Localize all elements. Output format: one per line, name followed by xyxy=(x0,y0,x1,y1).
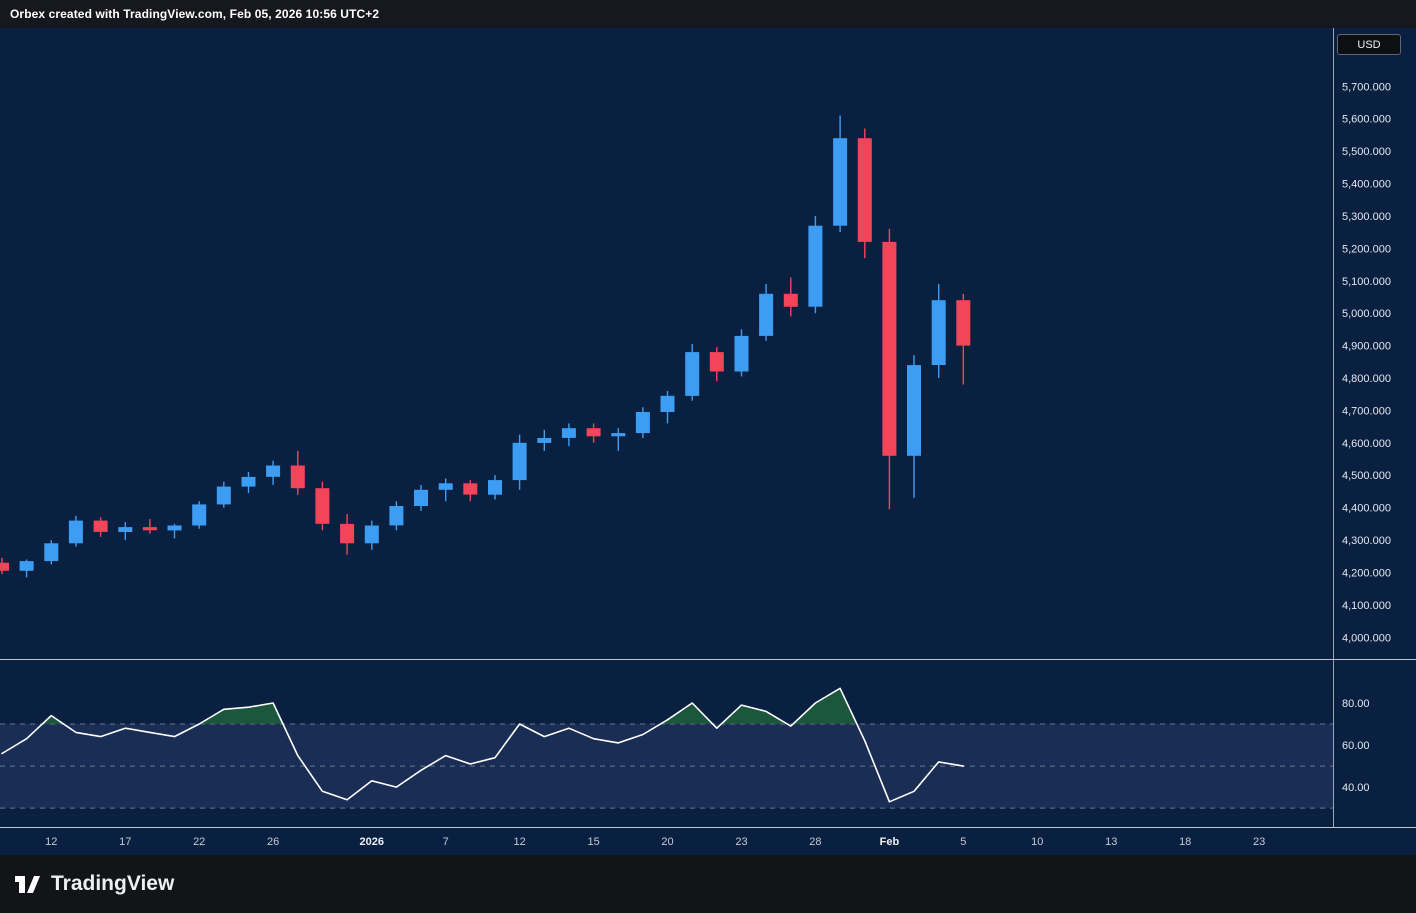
candle-body xyxy=(882,241,897,456)
rsi-axis[interactable]: 80.00 60.00 40.00 xyxy=(1342,698,1370,794)
price-tick-label: 4,600.000 xyxy=(1342,438,1391,450)
time-tick-label: 17 xyxy=(119,836,131,848)
time-tick-label: 28 xyxy=(809,836,821,848)
candle-body xyxy=(660,395,675,412)
time-axis[interactable]: 12 17 22 26 2026 7 12 15 20 23 28 Feb 5 10 13 18 23 xyxy=(45,836,1265,848)
candle-body xyxy=(685,352,700,396)
time-tick-label: 13 xyxy=(1105,836,1117,848)
candle-body xyxy=(44,543,59,562)
time-tick-label: 7 xyxy=(443,836,449,848)
price-tick-label: 4,100.000 xyxy=(1342,600,1391,612)
time-tick-label: 12 xyxy=(45,836,57,848)
time-tick-label: 15 xyxy=(587,836,599,848)
candle-body xyxy=(783,293,798,307)
candle-body xyxy=(93,520,108,532)
candle-body xyxy=(488,480,502,495)
candle-body xyxy=(389,506,404,526)
candle-body xyxy=(611,433,626,437)
candle-body xyxy=(907,365,921,456)
candle-body xyxy=(290,465,305,489)
chart-canvas[interactable]: 5,700.000 5,600.000 5,500.000 5,400.000 5,30… xyxy=(0,28,1416,855)
candle-body xyxy=(734,335,749,372)
time-tick-label: Feb xyxy=(880,836,900,848)
candle-body xyxy=(142,527,157,531)
pane-separators xyxy=(0,28,1416,828)
candle-body xyxy=(118,527,133,532)
candle-body xyxy=(315,488,330,524)
candle-body xyxy=(931,300,946,365)
candle-body xyxy=(512,442,527,481)
candle-body xyxy=(537,438,552,443)
chart-area[interactable]: 5,700.000 5,600.000 5,500.000 5,400.000 5,30… xyxy=(0,28,1416,855)
candle-body xyxy=(857,138,872,242)
price-tick-label: 4,000.000 xyxy=(1342,632,1391,644)
candle-body xyxy=(0,562,9,571)
time-tick-label: 23 xyxy=(1253,836,1265,848)
attribution-bar: Orbex created with TradingView.com, Feb … xyxy=(0,0,1416,28)
time-tick-label: 10 xyxy=(1031,836,1043,848)
candle-body xyxy=(364,525,379,544)
price-tick-label: 5,100.000 xyxy=(1342,276,1391,288)
time-tick-label: 22 xyxy=(193,836,205,848)
candle-body xyxy=(833,138,848,226)
price-axis[interactable]: 5,700.000 5,600.000 5,500.000 5,400.000 5,30… xyxy=(1342,81,1391,644)
candle-body xyxy=(414,489,428,506)
price-tick-label: 4,800.000 xyxy=(1342,373,1391,385)
candle-body xyxy=(635,412,650,434)
rsi-pane xyxy=(0,687,1333,809)
candle-body xyxy=(241,476,256,487)
tradingview-brand-text[interactable]: TradingView xyxy=(51,872,175,895)
time-tick-label: 23 xyxy=(735,836,747,848)
price-tick-label: 5,400.000 xyxy=(1342,179,1391,191)
time-tick-label: 2026 xyxy=(360,836,384,848)
time-tick-label: 5 xyxy=(960,836,966,848)
candle-body xyxy=(759,293,774,336)
candle-body xyxy=(808,225,823,307)
candle-body xyxy=(266,465,281,477)
price-tick-label: 4,500.000 xyxy=(1342,470,1391,482)
candle-body xyxy=(192,504,207,526)
candle-body xyxy=(561,428,576,438)
rsi-tick-label: 80.00 xyxy=(1342,698,1370,710)
rsi-line xyxy=(1,687,965,803)
price-tick-label: 5,200.000 xyxy=(1342,243,1391,255)
rsi-tick-label: 40.00 xyxy=(1342,782,1370,794)
candle-body xyxy=(216,486,231,505)
candle-body xyxy=(586,428,601,437)
price-tick-label: 4,900.000 xyxy=(1342,341,1391,353)
candle-body xyxy=(438,483,453,490)
price-tick-label: 4,400.000 xyxy=(1342,503,1391,515)
tradingview-logo-icon[interactable] xyxy=(14,872,41,896)
price-tick-label: 4,300.000 xyxy=(1342,535,1391,547)
time-tick-label: 12 xyxy=(513,836,525,848)
currency-badge[interactable]: USD xyxy=(1337,34,1401,55)
time-tick-label: 26 xyxy=(267,836,279,848)
candle-body xyxy=(340,523,355,544)
candle-body xyxy=(709,352,724,372)
candle-body xyxy=(956,300,971,346)
candle-body xyxy=(167,525,182,531)
candle-body xyxy=(68,520,83,544)
price-tick-label: 4,200.000 xyxy=(1342,568,1391,580)
price-tick-label: 5,000.000 xyxy=(1342,308,1391,320)
price-tick-label: 5,700.000 xyxy=(1342,81,1391,93)
rsi-overbought-fill xyxy=(2,688,964,724)
price-tick-label: 5,500.000 xyxy=(1342,146,1391,158)
price-tick-label: 5,300.000 xyxy=(1342,211,1391,223)
candle-body xyxy=(463,483,478,495)
price-tick-label: 4,700.000 xyxy=(1342,405,1391,417)
candle-body xyxy=(19,561,34,571)
footer-bar: TradingView xyxy=(0,855,1416,913)
rsi-tick-label: 60.00 xyxy=(1342,740,1370,752)
attribution-text: Orbex created with TradingView.com, Feb … xyxy=(10,7,380,21)
price-tick-label: 5,600.000 xyxy=(1342,114,1391,126)
time-tick-label: 18 xyxy=(1179,836,1191,848)
candlestick-series xyxy=(0,115,971,578)
time-tick-label: 20 xyxy=(661,836,673,848)
